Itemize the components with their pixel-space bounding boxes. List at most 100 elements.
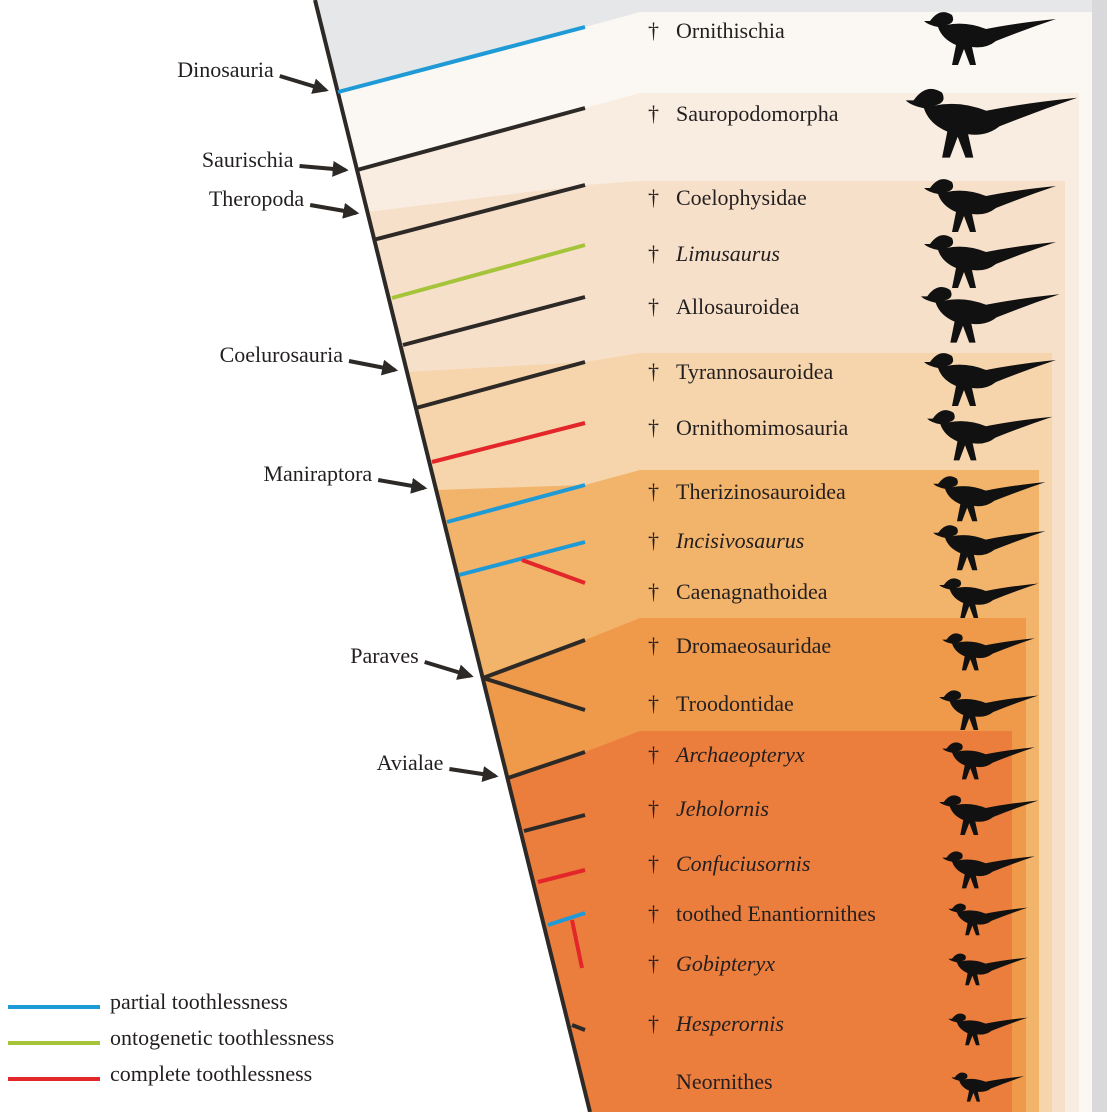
extinct-dagger: † — [648, 951, 659, 976]
branch — [537, 868, 586, 884]
silhouette-shape — [948, 953, 1028, 986]
taxon-name: Sauropodomorpha — [676, 101, 839, 126]
silhouette-shape — [905, 88, 1078, 158]
taxon-name: Allosauroidea — [676, 294, 800, 319]
silhouette-shape — [920, 287, 1060, 343]
branch — [446, 483, 586, 524]
branch — [570, 919, 584, 969]
extinct-dagger: † — [648, 479, 659, 504]
extinct-dagger: † — [648, 185, 659, 210]
extinct-dagger: † — [648, 241, 659, 266]
silhouette — [924, 353, 1056, 406]
extinct-dagger: † — [648, 796, 659, 821]
clade-arrow — [377, 477, 428, 494]
extinct-dagger: † — [648, 415, 659, 440]
branch — [415, 360, 586, 410]
silhouette-shape — [942, 633, 1035, 671]
clade-arrow — [309, 202, 360, 219]
extinct-dagger: † — [648, 1011, 659, 1036]
silhouette — [939, 690, 1039, 730]
silhouette-shape — [939, 578, 1039, 618]
edge-strip — [1092, 0, 1107, 1112]
clade-label: Avialae — [377, 750, 444, 775]
clade-arrow — [424, 660, 474, 680]
silhouette — [948, 903, 1028, 936]
taxon-name: Caenagnathoidea — [676, 579, 828, 604]
silhouette-shape — [942, 851, 1035, 889]
branch — [521, 558, 586, 585]
silhouette-shape — [924, 235, 1056, 288]
silhouette-shape — [939, 795, 1039, 835]
silhouette — [924, 179, 1056, 232]
taxon-name: Ornithischia — [676, 18, 785, 43]
clade-arrow — [449, 766, 499, 782]
branch — [547, 911, 586, 927]
taxon-name: Hesperornis — [675, 1011, 784, 1036]
clade-arrow — [348, 359, 399, 376]
branch — [571, 1023, 586, 1032]
clade-label: Dinosauria — [177, 57, 274, 82]
silhouette-shape — [933, 525, 1046, 571]
legend-label: partial toothlessness — [110, 989, 288, 1014]
silhouette-shape — [924, 179, 1056, 232]
silhouette-shape — [924, 353, 1056, 406]
clade-label: Saurischia — [202, 147, 294, 172]
extinct-dagger: † — [648, 294, 659, 319]
branch — [482, 638, 586, 680]
silhouette-shape — [924, 12, 1056, 65]
silhouette-shape — [948, 1013, 1028, 1046]
branch — [482, 676, 586, 712]
branch — [337, 25, 586, 94]
branch — [458, 540, 586, 577]
taxon-name: Confuciusornis — [676, 851, 810, 876]
taxon-name: Incisivosaurus — [675, 528, 804, 553]
silhouette — [939, 795, 1039, 835]
silhouette — [948, 1013, 1028, 1046]
spine — [313, 0, 592, 1112]
tree: † Ornithischia † Sauropodomorpha † Coelophysi… — [177, 0, 1078, 1112]
bands — [337, 12, 1092, 1112]
legend-label: ontogenetic toothlessness — [110, 1025, 334, 1050]
silhouette-shape — [951, 1072, 1025, 1102]
taxon-name: Gobipteryx — [676, 951, 775, 976]
clade-label: Paraves — [350, 643, 418, 668]
extinct-dagger: † — [648, 742, 659, 767]
extinct-dagger: † — [648, 18, 659, 43]
silhouette — [924, 12, 1056, 65]
clade-arrow — [299, 160, 349, 177]
branch — [391, 243, 586, 300]
taxon-name: Jeholornis — [676, 796, 769, 821]
silhouette — [933, 476, 1046, 522]
extinct-dagger: † — [648, 528, 659, 553]
taxon-name: Limusaurus — [675, 241, 780, 266]
silhouette-shape — [933, 476, 1046, 522]
taxon-name: Archaeopteryx — [674, 742, 805, 767]
taxon-name: Dromaeosauridae — [676, 633, 831, 658]
extinct-dagger: † — [648, 633, 659, 658]
extinct-dagger: † — [648, 691, 659, 716]
silhouette-shape — [939, 690, 1039, 730]
branch — [372, 183, 586, 242]
branch — [507, 750, 586, 780]
silhouette — [942, 742, 1035, 780]
silhouette — [942, 851, 1035, 889]
silhouette — [942, 633, 1035, 671]
clade-band — [507, 731, 1012, 1112]
silhouette — [905, 88, 1078, 158]
branch — [431, 421, 586, 464]
clade-label: Coelurosauria — [220, 342, 344, 367]
silhouette — [948, 953, 1028, 986]
legend-label: complete toothlessness — [110, 1061, 312, 1086]
branch — [356, 106, 586, 172]
extinct-dagger: † — [648, 901, 659, 926]
taxon-name: Troodontidae — [676, 691, 794, 716]
silhouette — [920, 287, 1060, 343]
extinct-dagger: † — [648, 579, 659, 604]
extinct-dagger: † — [648, 851, 659, 876]
taxon-name: Tyrannosauroidea — [676, 359, 834, 384]
extinct-dagger: † — [648, 101, 659, 126]
taxon-name: Ornithomimosauria — [676, 415, 849, 440]
taxon-name: Coelophysidae — [676, 185, 807, 210]
taxon-name: toothed Enantiornithes — [676, 901, 876, 926]
